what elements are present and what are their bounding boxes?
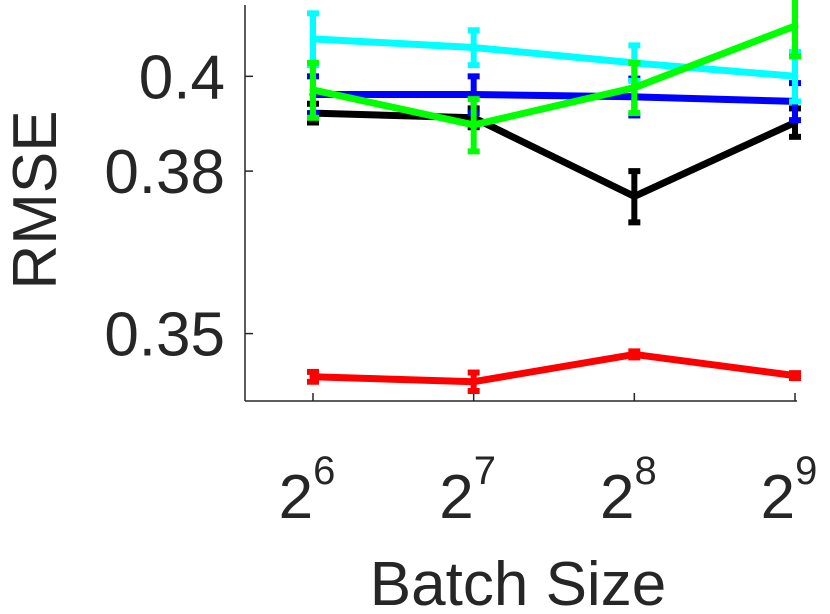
series-3	[307, 10, 801, 105]
y-tick-label: 0.4	[139, 43, 225, 112]
x-tick-label: 27	[439, 449, 496, 532]
series-line	[309, 350, 799, 386]
series-line	[309, 91, 799, 105]
axes	[244, 5, 797, 402]
series-line	[309, 109, 799, 200]
y-axis-label: RMSE	[1, 110, 70, 289]
x-tick-label-base: 2	[761, 463, 795, 532]
x-tick-label-base: 2	[600, 463, 634, 532]
y-tick-label: 0.38	[104, 138, 225, 207]
x-tick-label-exponent: 9	[795, 449, 817, 493]
x-tick-label: 26	[279, 449, 336, 532]
x-axis-label: Batch Size	[370, 550, 666, 614]
x-tick-label-exponent: 6	[313, 449, 335, 493]
x-tick-label-base: 2	[279, 463, 313, 532]
series-4	[307, 0, 801, 155]
x-tick-label-exponent: 7	[474, 449, 496, 493]
x-tick-label-exponent: 8	[634, 449, 656, 493]
series-0	[307, 348, 801, 395]
series-line	[309, 35, 799, 80]
series-layer	[307, 0, 801, 395]
series-line	[309, 22, 799, 129]
x-tick-label-base: 2	[439, 463, 473, 532]
x-tick-label: 28	[600, 449, 657, 532]
x-tick-label: 29	[761, 449, 818, 532]
y-tick-label: 0.35	[104, 301, 225, 370]
y-ticks: 0.35 0.38 0.4	[104, 43, 253, 370]
x-ticks: 26 27 28 29	[279, 393, 818, 532]
series-1	[307, 100, 801, 226]
